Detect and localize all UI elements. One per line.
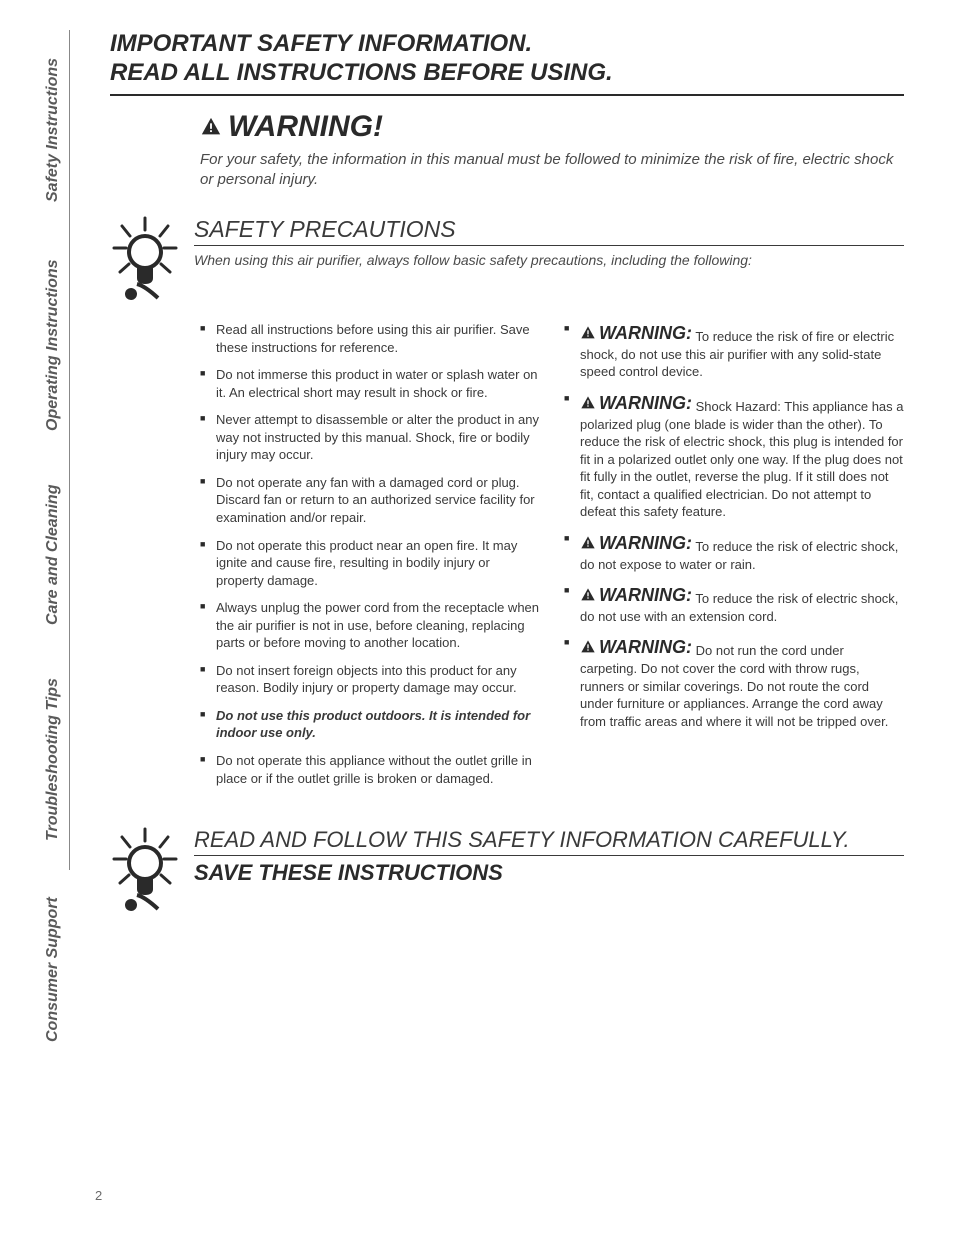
bullet-item: Read all instructions before using this … [200,321,540,356]
tab-operating[interactable]: Operating Instructions [40,230,70,460]
tab-troubleshooting[interactable]: Troubleshooting Tips [40,650,70,870]
bullet-item: Do not operate this appliance without th… [200,752,540,787]
bullet-item: Do not operate any fan with a damaged co… [200,474,540,527]
tab-safety[interactable]: Safety Instructions [40,30,70,230]
bullet-item: Do not use this product outdoors. It is … [200,707,540,742]
footer-line2: SAVE THESE INSTRUCTIONS [194,860,904,886]
inline-warning-label: WARNING: [580,635,692,659]
bullet-item: Always unplug the power cord from the re… [200,599,540,652]
left-column: Read all instructions before using this … [200,321,540,797]
inline-warning-label: WARNING: [580,531,692,555]
inline-warning-label: WARNING: [580,583,692,607]
bullet-item: Never attempt to disassemble or alter th… [200,411,540,464]
page-title: IMPORTANT SAFETY INFORMATION. READ ALL I… [110,30,904,96]
precautions-subtitle: When using this air purifier, always fol… [194,252,904,268]
tab-support[interactable]: Consumer Support [40,870,70,1070]
warning-item: WARNING: To reduce the risk of fire or e… [564,321,904,381]
side-tab-nav: Safety Instructions Operating Instructio… [40,30,70,1190]
main-content: IMPORTANT SAFETY INFORMATION. READ ALL I… [110,30,904,922]
page-number: 2 [95,1188,102,1203]
lightbulb-icon [110,216,180,311]
bullet-item: Do not immerse this product in water or … [200,366,540,401]
warning-item: WARNING: To reduce the risk of electric … [564,531,904,573]
right-column: WARNING: To reduce the risk of fire or e… [564,321,904,797]
inline-warning-label: WARNING: [580,391,692,415]
lightbulb-icon [110,827,180,922]
precautions-section: SAFETY PRECAUTIONS When using this air p… [110,216,904,311]
warning-item: WARNING: Do not run the cord under carpe… [564,635,904,730]
warning-heading: WARNING! [200,110,904,144]
tab-care[interactable]: Care and Cleaning [40,460,70,650]
bullet-item: Do not operate this product near an open… [200,537,540,590]
inline-warning-text: Shock Hazard: This appliance has a polar… [580,399,904,519]
warning-triangle-icon [200,116,222,138]
warning-title-text: WARNING! [228,110,383,144]
inline-warning-label: WARNING: [580,321,692,345]
footer-section: READ AND FOLLOW THIS SAFETY INFORMATION … [110,827,904,922]
bullet-item: Do not insert foreign objects into this … [200,662,540,697]
precautions-columns: Read all instructions before using this … [200,321,904,797]
warning-block: WARNING! For your safety, the informatio… [200,110,904,191]
warning-item: WARNING: Shock Hazard: This appliance ha… [564,391,904,521]
footer-line1: READ AND FOLLOW THIS SAFETY INFORMATION … [194,827,904,856]
precautions-title: SAFETY PRECAUTIONS [194,216,904,246]
warning-item: WARNING: To reduce the risk of electric … [564,583,904,625]
warning-subtitle: For your safety, the information in this… [200,150,904,191]
